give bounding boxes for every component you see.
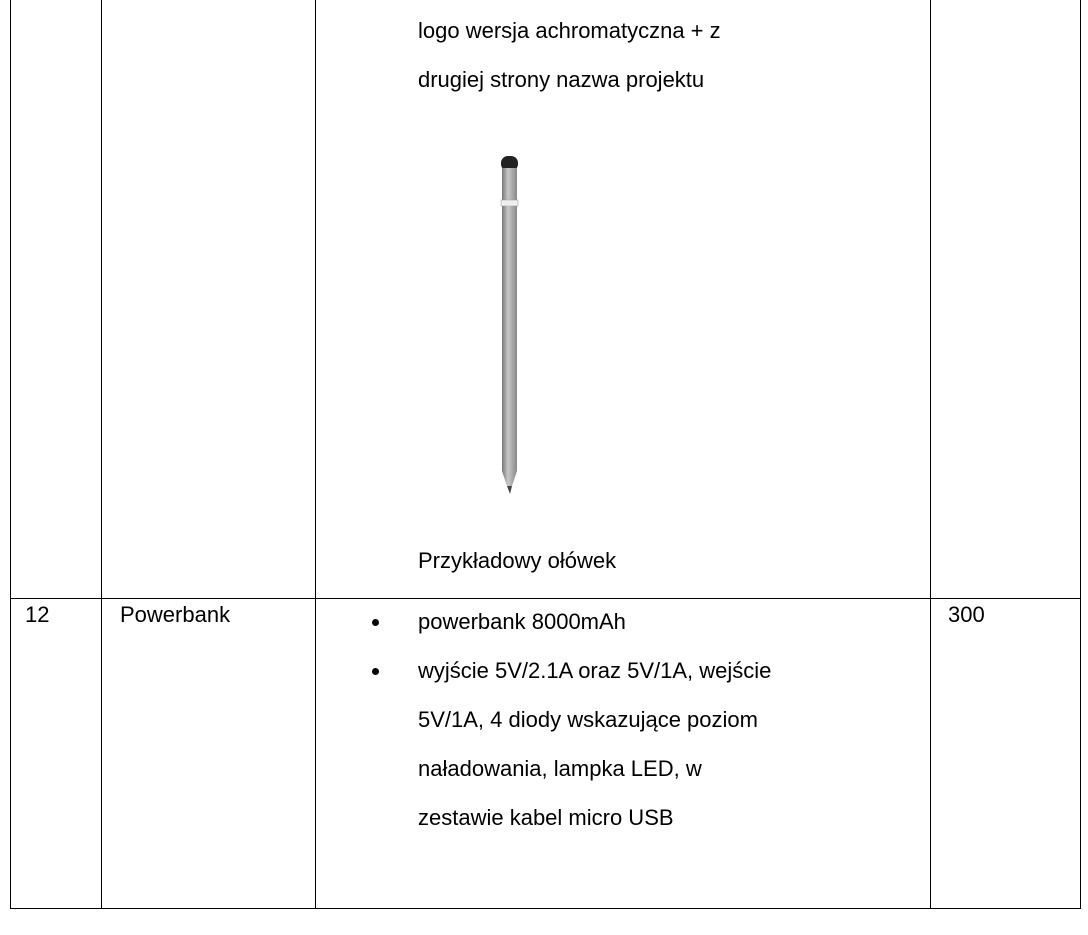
table-border <box>10 908 1081 909</box>
bullet-text: 5V/1A, 4 diody wskazujące poziom <box>418 707 758 733</box>
bullet-text: zestawie kabel micro USB <box>418 805 674 831</box>
table-border <box>101 0 102 909</box>
description-line: logo wersja achromatyczna + z <box>418 18 721 44</box>
bullet <box>372 668 379 675</box>
bullet-text: powerbank 8000mAh <box>418 609 626 635</box>
item-name: Powerbank <box>120 602 230 628</box>
bullet-text: wyjście 5V/2.1A oraz 5V/1A, wejście <box>418 658 771 684</box>
table-border <box>930 0 931 909</box>
table-border <box>315 0 316 909</box>
bullet <box>372 619 379 626</box>
pencil-image <box>490 150 530 500</box>
table-border <box>1080 0 1081 909</box>
table-border <box>10 598 1081 599</box>
table-border <box>10 0 11 909</box>
description-line: drugiej strony nazwa projektu <box>418 67 704 93</box>
quantity: 300 <box>948 602 985 628</box>
row-number: 12 <box>25 602 49 628</box>
document-page: logo wersja achromatyczna + z drugiej st… <box>0 0 1088 935</box>
bullet-text: naładowania, lampka LED, w <box>418 756 702 782</box>
image-caption: Przykładowy ołówek <box>418 548 616 574</box>
